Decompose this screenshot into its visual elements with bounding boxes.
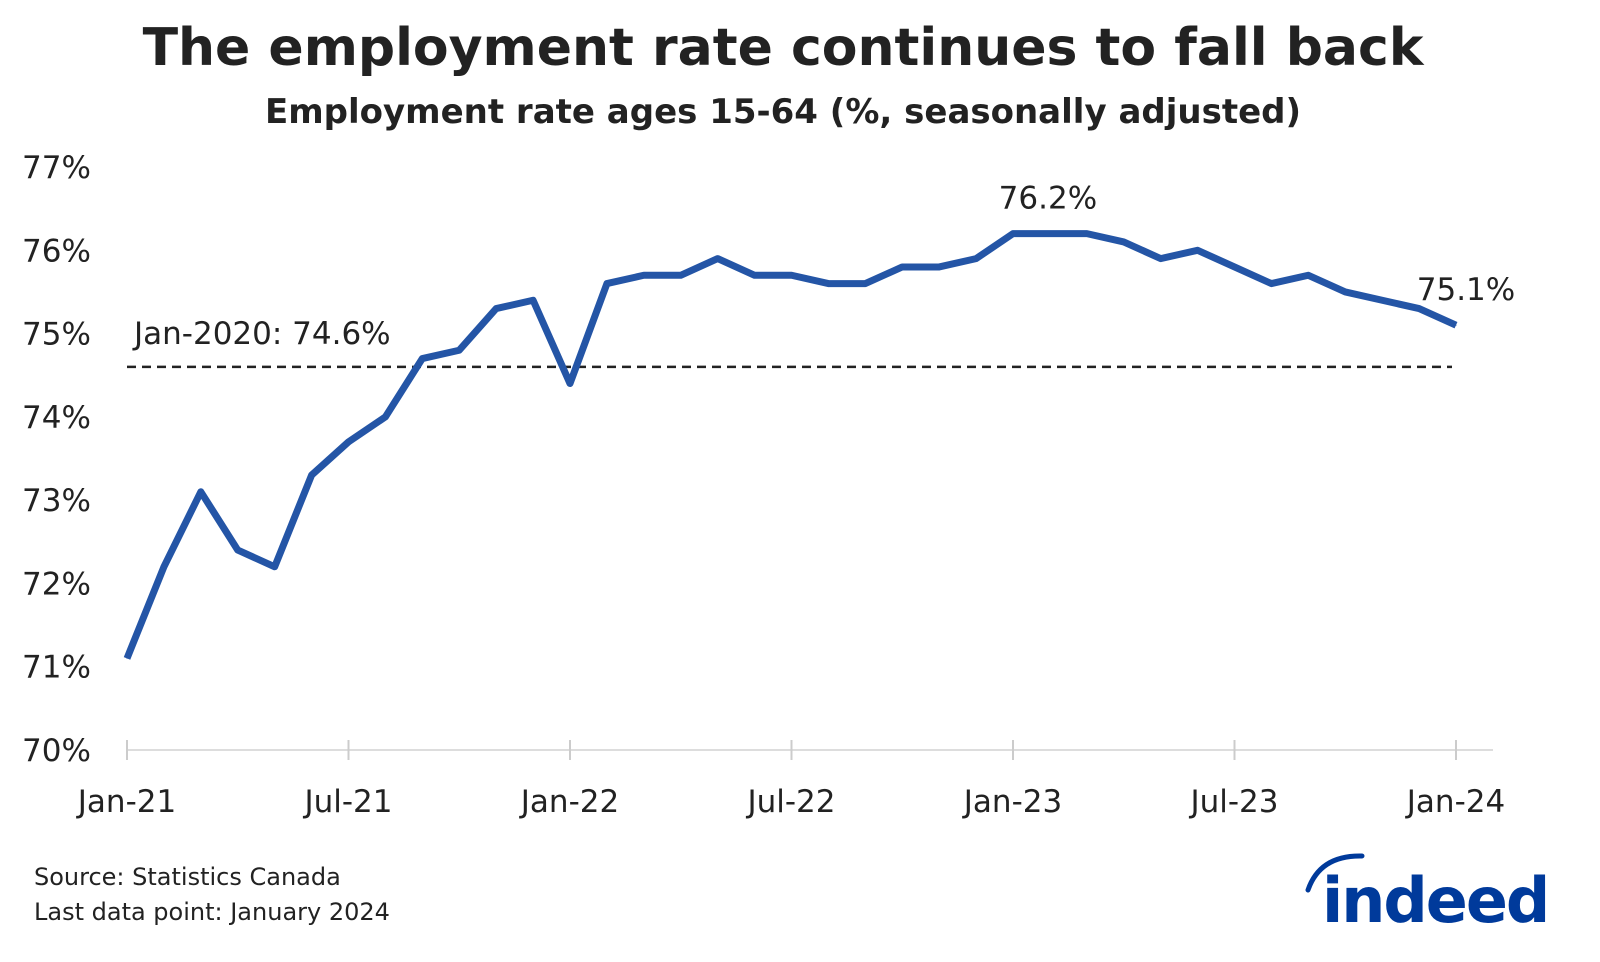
- data-point: [237, 549, 239, 551]
- y-tick-label: 75%: [22, 317, 91, 353]
- data-point: [754, 274, 756, 276]
- data-point: [458, 349, 460, 351]
- data-point: [1012, 233, 1014, 235]
- y-tick-label: 73%: [22, 483, 91, 519]
- data-point: [1234, 266, 1235, 268]
- data-point: [348, 441, 349, 443]
- x-tick-label: Jan-21: [76, 784, 176, 820]
- data-point: [864, 283, 866, 285]
- y-tick-label: 76%: [22, 233, 91, 269]
- data-point: [569, 383, 571, 385]
- y-tick-label: 77%: [22, 150, 91, 186]
- data-point: [532, 299, 534, 301]
- y-tick-label: 72%: [22, 566, 91, 602]
- data-point: [680, 274, 682, 276]
- x-tick-label: Jan-24: [1405, 784, 1505, 820]
- data-point: [1270, 283, 1272, 285]
- data-point: [1455, 324, 1457, 326]
- chart-title: The employment rate continues to fall ba…: [142, 18, 1424, 78]
- data-point: [975, 258, 977, 260]
- x-tick-label: Jul-23: [1188, 784, 1278, 820]
- reference-line-label: Jan-2020: 74.6%: [132, 316, 391, 352]
- y-tick-label: 71%: [22, 650, 91, 686]
- data-point: [1418, 308, 1420, 310]
- data-point: [827, 283, 829, 285]
- source-note: Source: Statistics Canada: [34, 863, 341, 891]
- data-point: [311, 474, 313, 476]
- data-point: [606, 283, 608, 285]
- data-point: [1160, 258, 1162, 260]
- y-tick-label: 70%: [22, 733, 91, 769]
- data-point: [200, 491, 202, 493]
- data-label: 75.1%: [1417, 272, 1515, 308]
- data-point: [1086, 233, 1088, 235]
- last-data-point-note: Last data point: January 2024: [34, 898, 390, 926]
- x-tick-label: Jan-22: [519, 784, 619, 820]
- data-point: [421, 358, 423, 360]
- svg-text:indeed: indeed: [1322, 864, 1548, 930]
- x-tick-label: Jan-23: [962, 784, 1062, 820]
- indeed-logo: indeed: [1305, 853, 1550, 930]
- chart-subtitle: Employment rate ages 15-64 (%, seasonall…: [264, 92, 1302, 132]
- footer-notes: Source: Statistics Canada Last data poin…: [34, 860, 390, 930]
- data-point: [1307, 274, 1309, 276]
- data-point: [495, 308, 497, 310]
- data-point: [274, 566, 276, 568]
- series-line: [123, 230, 1458, 660]
- data-point: [384, 416, 386, 418]
- data-point: [1123, 241, 1125, 243]
- data-point: [717, 258, 719, 260]
- data-point: [1344, 291, 1346, 293]
- data-point: [643, 274, 645, 276]
- data-point: [1049, 233, 1051, 235]
- x-tick-label: Jul-22: [745, 784, 835, 820]
- data-point: [1381, 299, 1383, 301]
- y-tick-label: 74%: [22, 400, 91, 436]
- data-point: [901, 266, 903, 268]
- data-point: [791, 274, 792, 276]
- data-point: [1197, 249, 1199, 251]
- x-tick-label: Jul-21: [302, 784, 392, 820]
- data-point: [126, 657, 128, 659]
- data-point: [163, 566, 165, 568]
- data-label: 76.2%: [999, 181, 1097, 217]
- data-point: [938, 266, 940, 268]
